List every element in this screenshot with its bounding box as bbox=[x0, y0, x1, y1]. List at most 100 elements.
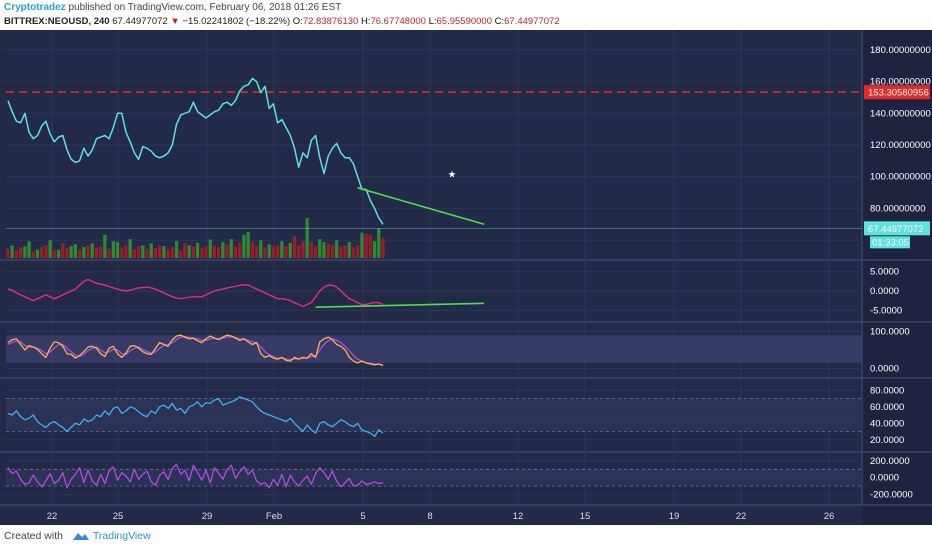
chart-canvas[interactable]: 22 25 29 Feb 5 8 12 15 19 22 26 180.00000000 160.000… bbox=[0, 30, 932, 525]
volume-bar bbox=[94, 247, 99, 258]
symbol-label: BITTREX:NEOUSD, 240 bbox=[4, 16, 110, 27]
volume-bar bbox=[221, 242, 225, 258]
x-tick-label: 19 bbox=[669, 511, 680, 522]
countdown-label: 01:33:05 bbox=[872, 237, 909, 248]
volume-bar bbox=[356, 245, 360, 258]
volume-bar bbox=[128, 239, 132, 258]
author-link[interactable]: Cryptotradez bbox=[4, 2, 66, 13]
footer: Created with TradingView bbox=[4, 530, 151, 542]
rsi-trendline bbox=[315, 302, 485, 308]
x-tick-label: 12 bbox=[513, 511, 524, 522]
volume-bar bbox=[90, 243, 94, 258]
volume-bar bbox=[73, 244, 77, 258]
volume-bar bbox=[183, 243, 187, 258]
y-tick-label: 160.00000000 bbox=[870, 77, 931, 88]
volume-bar bbox=[19, 247, 23, 258]
volume-bar bbox=[372, 241, 377, 258]
cci-line bbox=[7, 463, 384, 489]
volume-bar bbox=[343, 245, 347, 258]
volume-bar bbox=[309, 242, 313, 258]
volume-bar bbox=[44, 245, 48, 258]
volume-bar bbox=[250, 242, 254, 258]
down-arrow-icon: ▼ bbox=[170, 16, 180, 27]
volume-bar bbox=[280, 241, 284, 258]
x-tick-label: 26 bbox=[824, 511, 835, 522]
volume-bar bbox=[347, 242, 351, 258]
volume-bar bbox=[242, 234, 246, 258]
last-price-label: 67.44977072 bbox=[868, 224, 923, 235]
volume-bar bbox=[141, 245, 145, 258]
volume-bar bbox=[120, 247, 124, 258]
volume-bar bbox=[208, 239, 212, 258]
publish-header: Cryptotradez published on TradingView.co… bbox=[4, 2, 341, 13]
star-marker-icon: ★ bbox=[448, 170, 457, 181]
volume-bar bbox=[69, 246, 73, 258]
volume-bar bbox=[174, 241, 179, 258]
stoch-d-line bbox=[7, 336, 384, 366]
volume-bar bbox=[297, 245, 301, 258]
y-tick-label: -200.0000 bbox=[870, 489, 913, 500]
volume-bar bbox=[149, 243, 153, 258]
y-tick-label: 0.0000 bbox=[870, 363, 899, 374]
x-tick-label: 22 bbox=[47, 511, 58, 522]
volume-bar bbox=[35, 249, 40, 258]
volume-bar bbox=[326, 243, 330, 258]
volume-bar bbox=[78, 249, 82, 258]
y-tick-label: 140.00000000 bbox=[870, 108, 931, 119]
volume-bar bbox=[52, 250, 56, 258]
volume-bar bbox=[246, 231, 250, 258]
volume-bar bbox=[48, 240, 52, 258]
y-tick-label: 0.0000 bbox=[870, 473, 899, 484]
x-tick-label: 29 bbox=[202, 511, 213, 522]
volume-bar bbox=[212, 245, 217, 258]
close-value: 67.44977072 bbox=[504, 16, 560, 27]
volume-bar bbox=[335, 240, 339, 258]
chart-background bbox=[0, 30, 932, 525]
volume-bar bbox=[65, 247, 69, 258]
volume-bar bbox=[238, 242, 242, 258]
created-with-label: Created with bbox=[4, 530, 63, 542]
volume-bar bbox=[330, 245, 335, 258]
volume-bar bbox=[254, 245, 259, 258]
last-price-tag bbox=[864, 221, 930, 236]
y-tick-label: 200.0000 bbox=[870, 456, 910, 467]
volume-bar bbox=[132, 249, 136, 258]
x-tick-label: 5 bbox=[360, 511, 365, 522]
low-label: L: bbox=[428, 16, 437, 27]
tradingview-logo-icon bbox=[72, 533, 89, 541]
open-label: O: bbox=[292, 16, 303, 27]
y-tick-label: 80.0000 bbox=[870, 385, 904, 396]
open-value: 72.83876130 bbox=[302, 16, 359, 27]
countdown-tag bbox=[870, 236, 910, 249]
stoch-k-line bbox=[7, 334, 384, 367]
volume-bar bbox=[61, 243, 65, 258]
x-tick-label: 25 bbox=[113, 511, 124, 522]
volume-bar bbox=[313, 246, 318, 258]
volume-bar bbox=[111, 241, 115, 258]
publish-info: published on TradingView.com, February 0… bbox=[65, 2, 342, 13]
volume-bar bbox=[276, 245, 280, 258]
volume-bar bbox=[145, 248, 149, 258]
volume-bar bbox=[170, 247, 174, 258]
x-tick-label: 15 bbox=[580, 511, 591, 522]
volume-bar bbox=[82, 247, 86, 258]
x-tick-label: Feb bbox=[266, 511, 282, 522]
volume-bar bbox=[271, 246, 276, 258]
y-tick-label: 0.0000 bbox=[870, 286, 899, 297]
y-tick-label: 60.0000 bbox=[870, 402, 904, 413]
volume-bar bbox=[322, 242, 326, 258]
volume-bar bbox=[27, 241, 31, 258]
price-change: −15.02241802 (−18.22%) bbox=[182, 16, 291, 27]
stoch-band bbox=[6, 335, 862, 363]
tradingview-brand[interactable]: TradingView bbox=[92, 530, 151, 542]
volume-bar bbox=[381, 237, 385, 258]
volume-bar bbox=[339, 246, 343, 258]
volume-bar bbox=[288, 242, 292, 258]
price-line bbox=[7, 77, 384, 225]
volume-bar bbox=[179, 250, 183, 258]
y-tick-label: 100.00000000 bbox=[870, 172, 931, 183]
volume-bar bbox=[368, 234, 372, 258]
volume-bar bbox=[225, 244, 229, 258]
close-label: C: bbox=[494, 16, 505, 27]
momentum-line bbox=[7, 396, 384, 438]
